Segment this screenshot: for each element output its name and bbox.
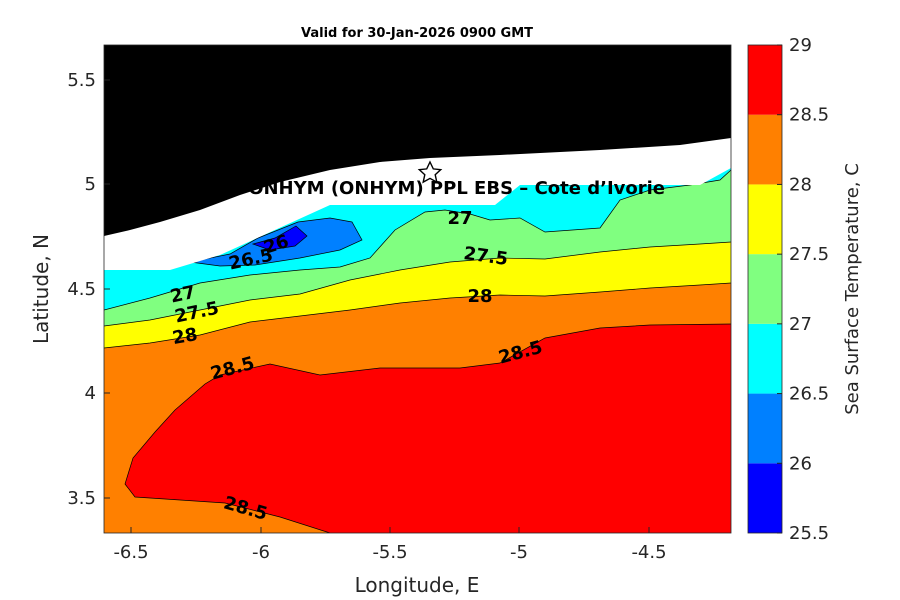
x-axis: -6.5 -6 -5.5 -5 -4.5 [113,527,667,563]
x-tick-label: -4.5 [631,542,666,563]
colorbar-frame [747,44,783,534]
colorbar: 25.5 26 26.5 27 27.5 28 28.5 29 [747,35,829,544]
contour-label: 27 [447,208,472,229]
contour-label: 27 [168,282,197,308]
colorbar-swatch [748,114,782,185]
site-label: PETROCI & ONHYM (ONHYM) PPL EBS – Cote d… [133,178,665,199]
y-tick-label: 4 [85,383,96,404]
colorbar-tick-label: 29 [789,35,812,56]
x-tick-label: -6.5 [113,542,148,563]
colorbar-swatch [748,323,782,394]
colorbar-swatch [748,393,782,464]
y-tick-label: 3.5 [67,488,96,509]
x-tick-label: -5.5 [372,542,407,563]
colorbar-tick-label: 27.5 [789,244,829,265]
colorbar-label: Sea Surface Temperature, C [842,163,863,415]
colorbar-tick-label: 25.5 [789,523,829,544]
colorbar-swatch [748,45,782,115]
y-tick-label: 5.5 [67,70,96,91]
y-tick-label: 5 [85,174,96,195]
contour-field [104,45,731,533]
band-25.5-26 [253,226,307,250]
colorbar-tick-label: 28 [789,174,812,195]
colorbar-tick-label: 28.5 [789,105,829,126]
site-star-icon [417,160,443,184]
x-tick-label: -6 [252,542,270,563]
y-tick-label: 4.5 [67,279,96,300]
colorbar-tick-label: 27 [789,314,812,335]
y-axis: 3.5 4 4.5 5 5.5 [67,70,110,509]
contour-label: 28 [467,286,492,307]
colorbar-tick-label: 26.5 [789,384,829,405]
colorbar-swatch [748,463,782,533]
colorbar-tick-label: 26 [789,453,812,474]
colorbar-swatch [748,184,782,255]
x-tick-label: -5 [510,542,528,563]
colorbar-swatch [748,254,782,324]
x-axis-label: Longitude, E [355,573,480,597]
contour-label: 28 [171,324,199,349]
y-axis-label: Latitude, N [29,234,53,344]
land-mask [104,45,731,236]
chart-title: Valid for 30-Jan-2026 0900 GMT [301,26,533,41]
